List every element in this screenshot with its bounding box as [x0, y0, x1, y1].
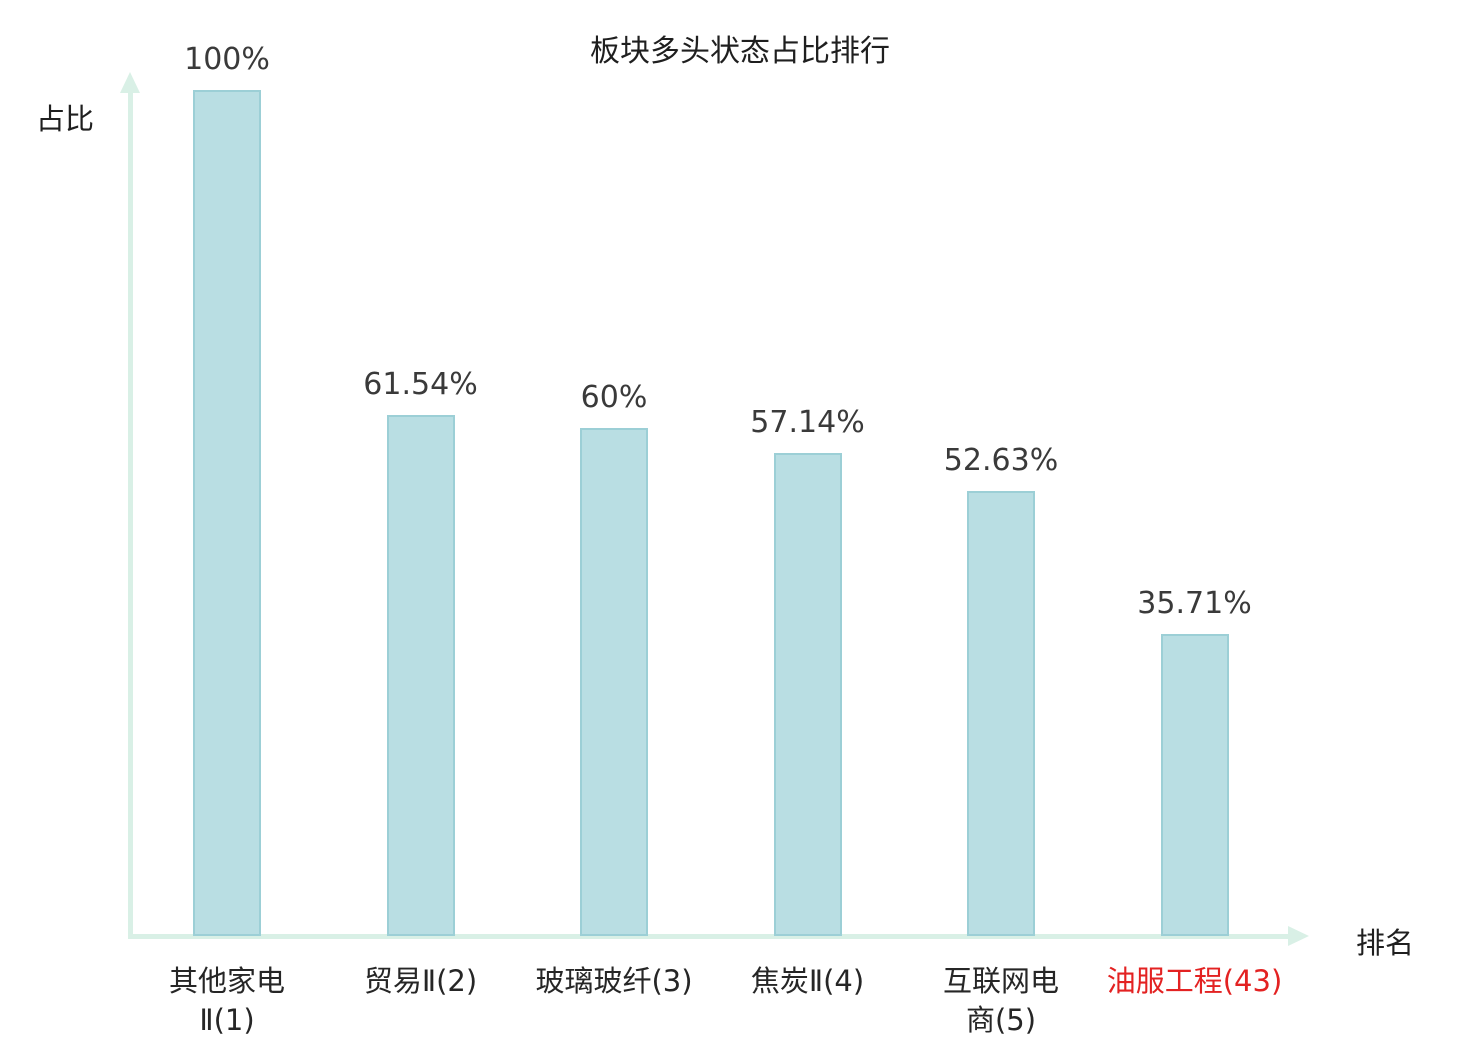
y-axis — [128, 92, 133, 936]
x-axis-arrow-icon — [1288, 926, 1309, 946]
x-tick-label: 其他家电 Ⅱ(1) — [168, 964, 286, 1038]
x-tick-label: 焦炭Ⅱ(4) — [750, 964, 865, 998]
bar — [193, 90, 261, 936]
bar — [1160, 633, 1229, 936]
y-axis-arrow-icon — [120, 72, 140, 93]
bar — [967, 490, 1035, 936]
chart-title: 板块多头状态占比排行 — [590, 34, 890, 69]
y-axis-label: 占比 — [36, 102, 95, 136]
x-tick-label: 玻璃玻纤(3) — [535, 964, 693, 998]
bar — [386, 415, 455, 936]
bar-value-label: 60% — [580, 380, 648, 416]
x-axis — [128, 934, 1288, 939]
bar-value-label: 52.63% — [943, 442, 1059, 478]
bar-value-label: 100% — [184, 42, 270, 77]
x-tick-label: 油服工程(43) — [1106, 964, 1283, 998]
bar-value-label: 35.71% — [1137, 585, 1252, 621]
x-tick-label: 贸易Ⅱ(2) — [363, 964, 478, 998]
x-tick-label: 互联网电 商(5) — [942, 964, 1060, 1038]
bar-value-label: 61.54% — [363, 367, 478, 403]
bar — [580, 428, 648, 936]
bar-value-label: 57.14% — [750, 404, 865, 440]
bar — [773, 452, 842, 936]
x-axis-label: 排名 — [1356, 926, 1415, 960]
